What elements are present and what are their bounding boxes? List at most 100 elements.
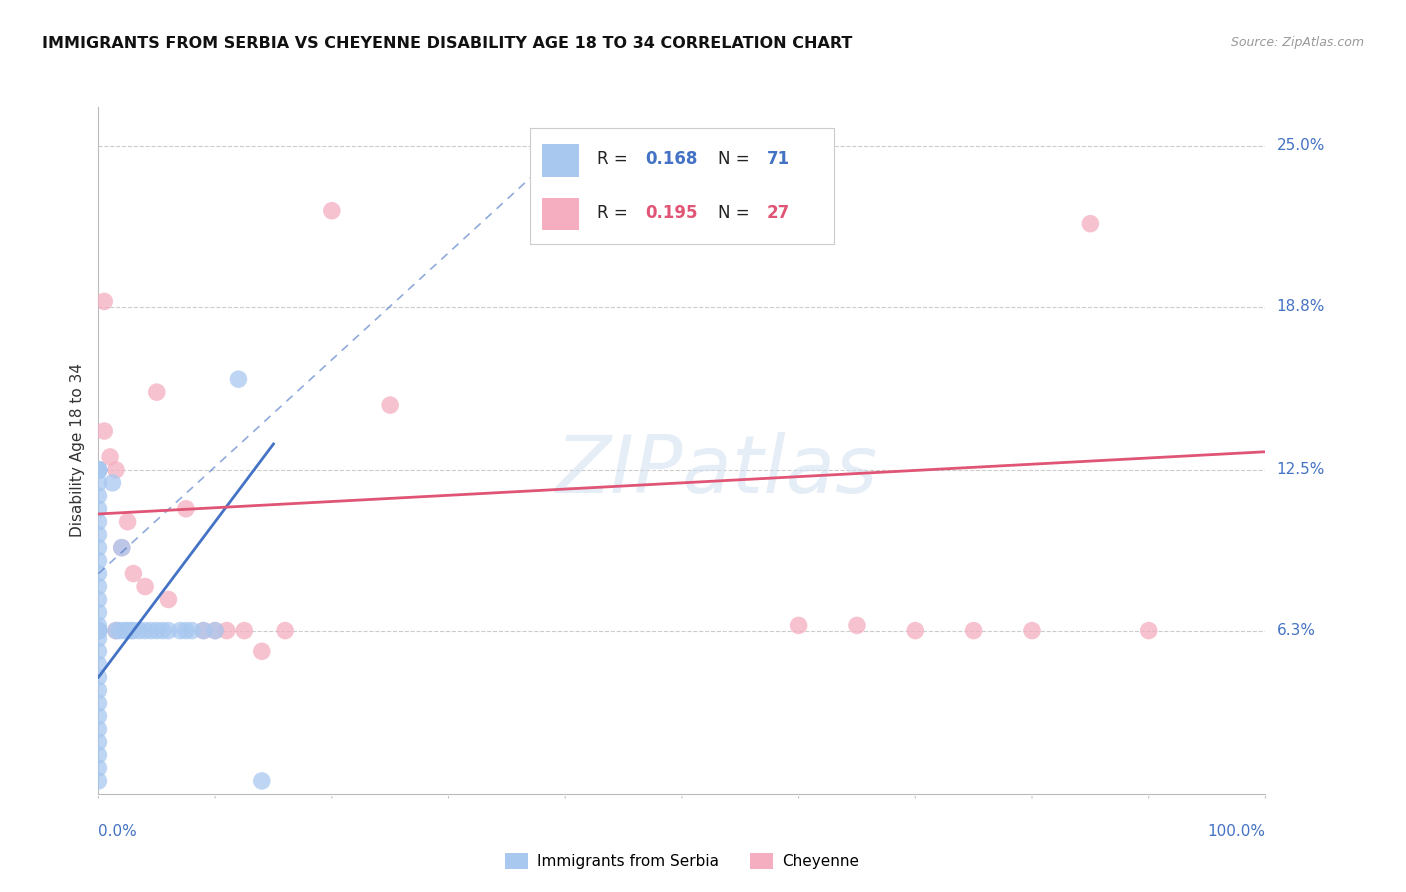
Point (134, 580, 156, 594)
Point (104, 463, 127, 477)
Point (87, 489, 110, 503)
Point (87, 463, 110, 477)
Point (87, 475, 110, 490)
Point (98, 450, 121, 464)
Point (87, 670, 110, 684)
Point (228, 372, 250, 386)
Text: 25.0%: 25.0% (1277, 138, 1324, 153)
Point (117, 515, 139, 529)
Point (139, 624, 162, 638)
Point (321, 203, 343, 218)
Point (380, 398, 402, 412)
Point (87, 624, 110, 638)
Point (87, 683, 110, 698)
Point (146, 385, 169, 400)
Point (101, 475, 124, 490)
Point (157, 624, 180, 638)
Point (87, 463, 110, 477)
Point (87, 722, 110, 736)
Point (87, 463, 110, 477)
Point (134, 624, 156, 638)
Legend: Immigrants from Serbia, Cheyenne: Immigrants from Serbia, Cheyenne (499, 847, 865, 876)
Point (87, 463, 110, 477)
Point (93, 294, 115, 309)
Point (87, 747, 110, 762)
Point (108, 624, 131, 638)
Point (87, 463, 110, 477)
Point (87, 624, 110, 638)
Point (122, 624, 145, 638)
Point (87, 624, 110, 638)
Point (87, 761, 110, 775)
Point (87, 592, 110, 607)
Point (87, 644, 110, 658)
Point (87, 541, 110, 555)
Text: 100.0%: 100.0% (1208, 824, 1265, 839)
Point (87, 553, 110, 567)
Point (93, 424, 115, 438)
Point (87, 515, 110, 529)
Point (87, 527, 110, 541)
Point (87, 463, 110, 477)
Point (104, 624, 127, 638)
Point (87, 463, 110, 477)
Point (87, 632, 110, 646)
Point (111, 541, 134, 555)
Point (87, 580, 110, 594)
Point (1021, 624, 1043, 638)
Point (87, 463, 110, 477)
Point (87, 624, 110, 638)
Point (1137, 624, 1160, 638)
Point (87, 606, 110, 620)
Point (87, 709, 110, 723)
Point (87, 624, 110, 638)
Point (846, 618, 869, 632)
Point (250, 644, 273, 658)
Point (87, 463, 110, 477)
Point (152, 624, 174, 638)
Point (87, 735, 110, 749)
Point (87, 463, 110, 477)
Point (87, 624, 110, 638)
Point (111, 541, 134, 555)
Point (87, 624, 110, 638)
Point (87, 463, 110, 477)
Point (962, 624, 984, 638)
Point (87, 463, 110, 477)
Text: 0.0%: 0.0% (98, 824, 138, 839)
Point (87, 773, 110, 788)
Point (87, 463, 110, 477)
Point (128, 624, 150, 638)
Y-axis label: Disability Age 18 to 34: Disability Age 18 to 34 (69, 363, 84, 538)
Point (174, 501, 197, 516)
Point (87, 501, 110, 516)
Point (87, 463, 110, 477)
Point (233, 624, 256, 638)
Point (87, 463, 110, 477)
Point (1080, 217, 1102, 231)
Point (174, 624, 197, 638)
Point (250, 773, 273, 788)
Point (169, 624, 191, 638)
Point (87, 566, 110, 581)
Point (122, 566, 145, 581)
Text: IMMIGRANTS FROM SERBIA VS CHEYENNE DISABILITY AGE 18 TO 34 CORRELATION CHART: IMMIGRANTS FROM SERBIA VS CHEYENNE DISAB… (42, 36, 852, 51)
Point (87, 463, 110, 477)
Point (87, 624, 110, 638)
Text: 18.8%: 18.8% (1277, 299, 1324, 314)
Point (117, 624, 139, 638)
Point (157, 592, 180, 607)
Point (112, 624, 135, 638)
Point (193, 624, 215, 638)
Text: ZIPatlas: ZIPatlas (555, 432, 877, 510)
Point (274, 624, 297, 638)
Point (146, 624, 169, 638)
Point (87, 624, 110, 638)
Point (787, 618, 810, 632)
Point (120, 624, 142, 638)
Point (87, 463, 110, 477)
Text: Source: ZipAtlas.com: Source: ZipAtlas.com (1230, 36, 1364, 49)
Point (104, 624, 127, 638)
Point (193, 624, 215, 638)
Text: 6.3%: 6.3% (1277, 624, 1316, 638)
